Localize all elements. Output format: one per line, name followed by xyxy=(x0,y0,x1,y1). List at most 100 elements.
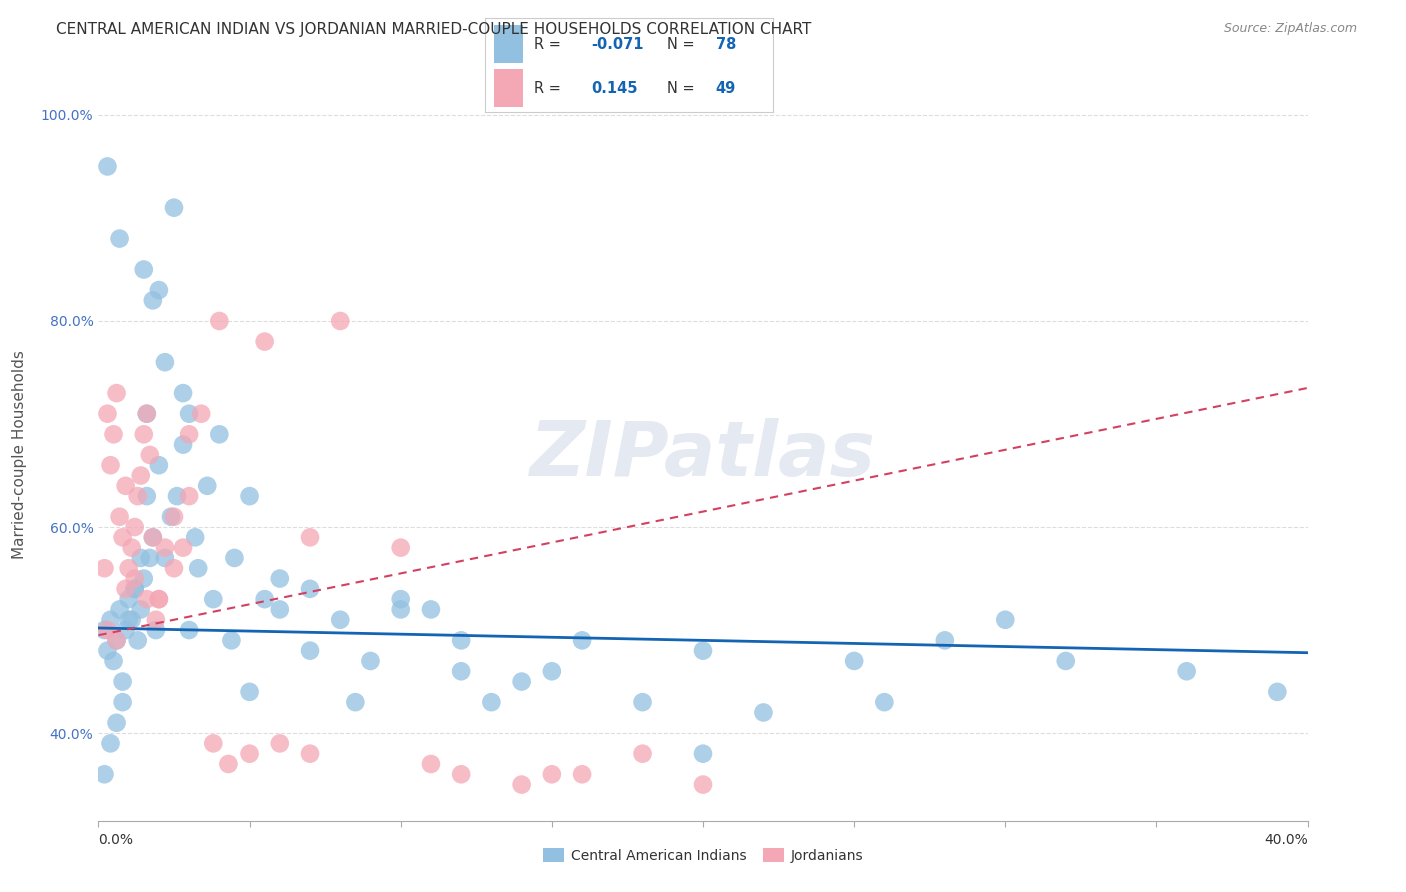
Point xyxy=(420,602,443,616)
Point xyxy=(93,623,115,637)
Point xyxy=(124,582,146,596)
Point xyxy=(135,489,157,503)
Text: 49: 49 xyxy=(716,80,735,95)
Point xyxy=(111,695,134,709)
Point xyxy=(540,767,562,781)
Point xyxy=(142,530,165,544)
Point xyxy=(129,468,152,483)
Point xyxy=(148,283,170,297)
Point xyxy=(299,530,322,544)
Point xyxy=(135,407,157,421)
Point xyxy=(221,633,243,648)
Point xyxy=(389,541,412,555)
Point xyxy=(269,602,291,616)
Point xyxy=(127,489,149,503)
Point xyxy=(172,437,194,451)
Text: -0.071: -0.071 xyxy=(592,37,644,52)
Point xyxy=(132,427,155,442)
Point xyxy=(129,602,152,616)
Point xyxy=(96,643,118,657)
Point xyxy=(129,550,152,565)
Text: ZIPatlas: ZIPatlas xyxy=(530,418,876,491)
Point xyxy=(145,613,167,627)
Point xyxy=(153,355,176,369)
Point xyxy=(195,479,218,493)
Point xyxy=(100,736,122,750)
Point xyxy=(994,613,1017,627)
Point xyxy=(389,602,412,616)
Point xyxy=(103,654,125,668)
Point xyxy=(253,334,276,349)
Point xyxy=(163,201,186,215)
Point xyxy=(118,561,141,575)
Point xyxy=(132,572,155,586)
Point xyxy=(692,778,714,792)
Point xyxy=(692,747,714,761)
Text: 0.0%: 0.0% xyxy=(98,833,134,847)
Point xyxy=(103,427,125,442)
Point xyxy=(179,623,201,637)
Point xyxy=(389,592,412,607)
Point xyxy=(239,489,262,503)
Text: R =: R = xyxy=(534,37,561,52)
Point xyxy=(93,561,115,575)
Text: Source: ZipAtlas.com: Source: ZipAtlas.com xyxy=(1223,22,1357,36)
Point xyxy=(202,736,225,750)
Point xyxy=(172,386,194,401)
Point xyxy=(752,706,775,720)
Point xyxy=(108,231,131,245)
Point xyxy=(481,695,503,709)
Point xyxy=(105,715,128,730)
Point xyxy=(93,767,115,781)
Point xyxy=(121,613,143,627)
Point xyxy=(208,427,231,442)
Point xyxy=(139,448,162,462)
Point xyxy=(145,623,167,637)
Point xyxy=(1054,654,1077,668)
Point xyxy=(105,633,128,648)
Point xyxy=(179,407,201,421)
Point xyxy=(118,613,141,627)
Point xyxy=(132,262,155,277)
Point xyxy=(1267,685,1289,699)
Point xyxy=(118,592,141,607)
Point xyxy=(114,623,136,637)
Point xyxy=(100,613,122,627)
Y-axis label: Married-couple Households: Married-couple Households xyxy=(13,351,27,559)
Point xyxy=(105,386,128,401)
FancyBboxPatch shape xyxy=(494,25,523,62)
Point xyxy=(135,592,157,607)
Text: 0.145: 0.145 xyxy=(592,80,638,95)
Point xyxy=(160,509,183,524)
Point xyxy=(127,633,149,648)
Point xyxy=(299,747,322,761)
Point xyxy=(299,643,322,657)
Point xyxy=(142,293,165,308)
Point xyxy=(124,572,146,586)
Point xyxy=(844,654,866,668)
Point xyxy=(184,530,207,544)
Point xyxy=(510,778,533,792)
Point xyxy=(253,592,276,607)
Text: N =: N = xyxy=(666,37,695,52)
Point xyxy=(360,654,382,668)
Point xyxy=(217,756,239,771)
Point xyxy=(420,756,443,771)
Point xyxy=(163,561,186,575)
Point xyxy=(450,767,472,781)
Point xyxy=(450,633,472,648)
Point xyxy=(179,427,201,442)
Point xyxy=(1175,665,1198,679)
Text: R =: R = xyxy=(534,80,561,95)
Point xyxy=(571,767,593,781)
Text: 40.0%: 40.0% xyxy=(1264,833,1308,847)
Point xyxy=(329,314,352,328)
Point xyxy=(111,530,134,544)
Point xyxy=(631,695,654,709)
Point xyxy=(153,550,176,565)
Point xyxy=(190,407,212,421)
Point xyxy=(299,582,322,596)
Text: CENTRAL AMERICAN INDIAN VS JORDANIAN MARRIED-COUPLE HOUSEHOLDS CORRELATION CHART: CENTRAL AMERICAN INDIAN VS JORDANIAN MAR… xyxy=(56,22,811,37)
Point xyxy=(114,479,136,493)
Point xyxy=(344,695,367,709)
